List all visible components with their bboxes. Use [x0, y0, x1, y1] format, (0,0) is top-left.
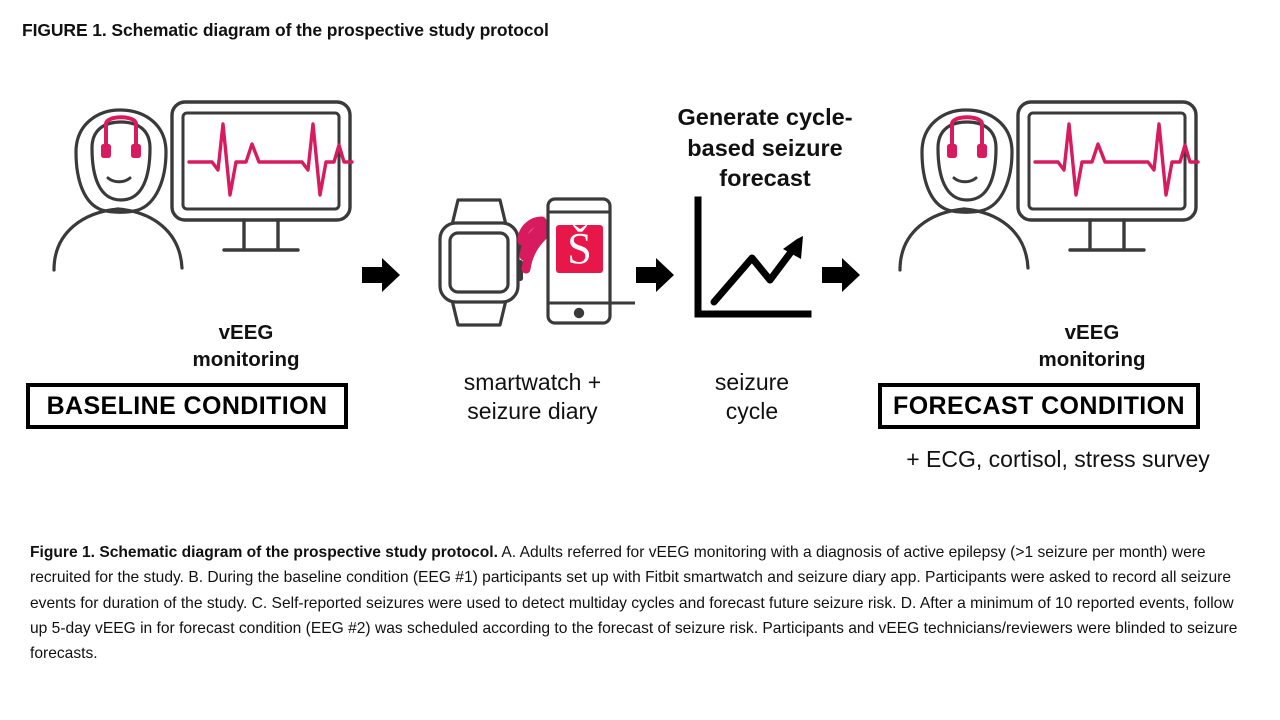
baseline-condition-label: BASELINE CONDITION [46, 391, 328, 420]
figure-heading: FIGURE 1. Schematic diagram of the prosp… [22, 20, 549, 40]
forecast-illustration [898, 100, 1200, 272]
chart-arrowhead-icon [783, 236, 803, 259]
panel-forecast-condition [886, 100, 1206, 300]
eeg-electrode-left-icon [101, 144, 111, 158]
arrow-baseline-to-devices [358, 252, 404, 298]
baseline-condition-box: BASELINE CONDITION [26, 383, 348, 429]
eeg-trace-line [1033, 122, 1200, 197]
smartwatch-icon [438, 198, 520, 327]
panel-baseline-condition [40, 100, 360, 300]
app-logo-glyph: Š [567, 224, 591, 273]
eeg-electrodes-icon [104, 115, 138, 150]
forecast-extras-label: + ECG, cortisol, stress survey [906, 446, 1210, 472]
right-arrow-icon [822, 258, 860, 292]
phone-home-button-icon [573, 307, 585, 319]
caption-lead: Figure 1. Schematic diagram of the prosp… [30, 544, 498, 561]
baseline-illustration [52, 100, 354, 272]
patient-figure-icon [52, 108, 184, 272]
forecast-generation-title: Generate cycle- based seizure forecast [677, 104, 853, 192]
arrow-devices-to-chart [632, 252, 678, 298]
arrow-chart-to-forecast [818, 252, 864, 298]
eeg-electrode-left-icon [947, 144, 957, 158]
forecast-condition-label: FORECAST CONDITION [893, 391, 1185, 420]
devices-caption: smartwatch + seizure diary [463, 369, 602, 425]
schematic-diagram: vEEG monitoring BASELINE CONDITION [0, 80, 1280, 500]
eeg-monitor-icon [1016, 100, 1200, 252]
patient-figure-icon [898, 108, 1030, 272]
caption-body: A. Adults referred for vEEG monitoring w… [30, 544, 1238, 662]
panel-seizure-cycle-chart [690, 196, 815, 326]
forecast-condition-box: FORECAST CONDITION [878, 383, 1200, 429]
chart-axes [694, 196, 812, 318]
baseline-veeg-label: vEEG monitoring [192, 321, 300, 371]
right-arrow-icon [636, 258, 674, 292]
trend-chart-icon [694, 196, 812, 318]
right-arrow-icon [362, 258, 400, 292]
panel-smartwatch-diary: Š [430, 195, 635, 330]
eeg-electrode-right-icon [977, 144, 987, 158]
smartwatch-button-icon [517, 260, 523, 281]
seizure-diary-app-icon: Š [556, 224, 603, 273]
forecast-veeg-label: vEEG monitoring [1038, 321, 1146, 371]
eeg-electrodes-icon [950, 115, 984, 150]
devices-illustration: Š [438, 197, 635, 327]
chart-trend-line [710, 244, 798, 306]
eeg-electrode-right-icon [131, 144, 141, 158]
eeg-trace-line [187, 122, 354, 197]
eeg-monitor-icon [170, 100, 354, 252]
seizure-cycle-caption: seizure cycle [714, 369, 790, 425]
figure-caption: Figure 1. Schematic diagram of the prosp… [30, 540, 1255, 666]
